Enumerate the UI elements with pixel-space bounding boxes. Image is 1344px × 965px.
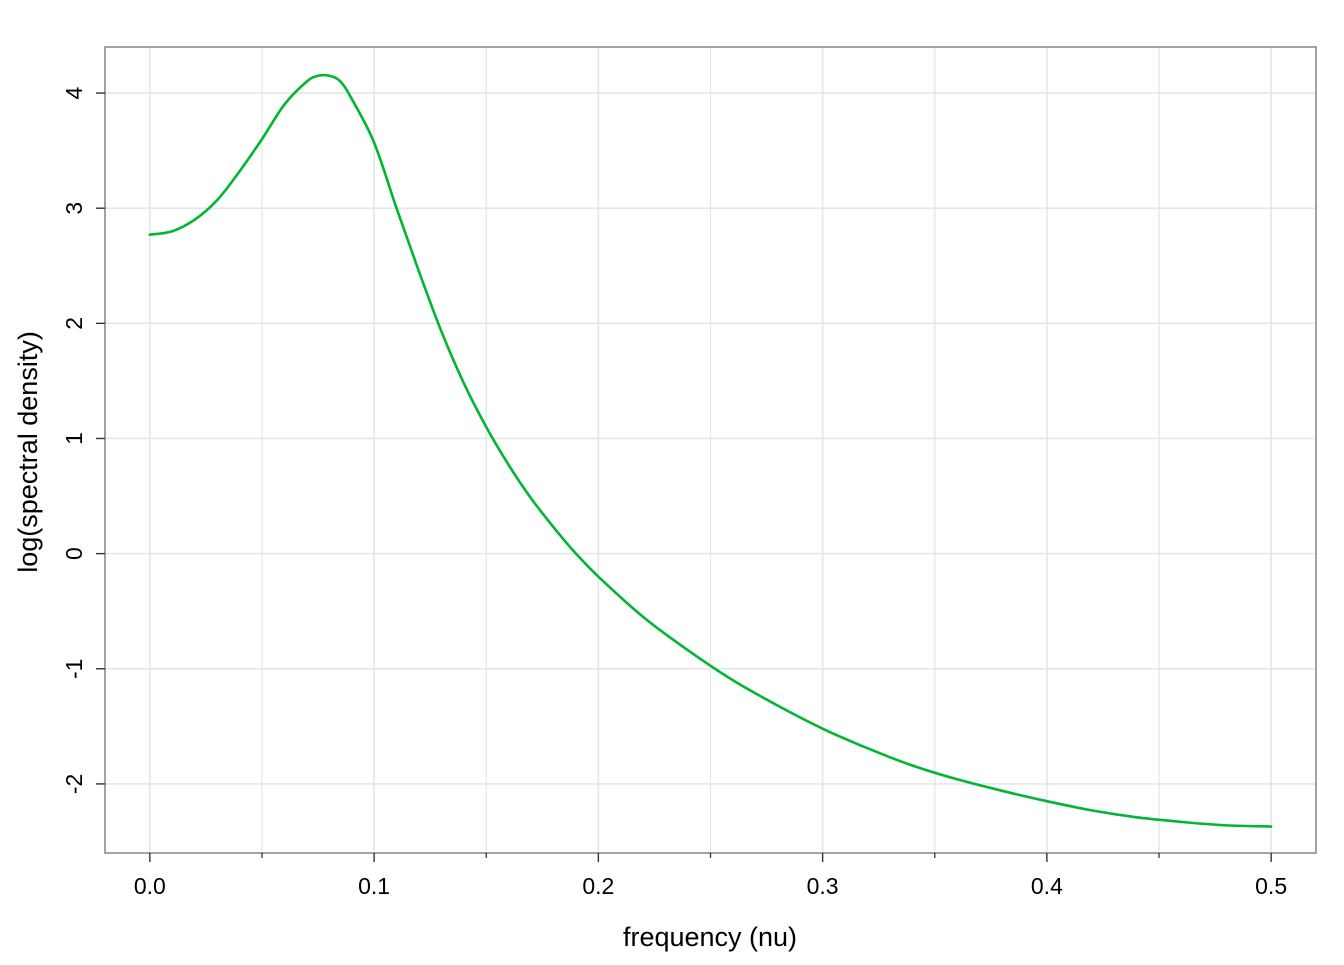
- x-tick-label: 0.5: [1255, 873, 1287, 899]
- y-tick-label: 3: [61, 202, 87, 215]
- axis-ticks: [96, 92, 1272, 862]
- tick-labels: 0.0 0.1 0.2 0.3 0.4 0.5 -2 -1 0 1 2 3 4: [61, 86, 1287, 899]
- grid-lines: [105, 47, 1316, 853]
- x-tick-label: 0.4: [1031, 873, 1063, 899]
- series-layer: [148, 73, 1273, 828]
- x-axis-title: frequency (nu): [623, 922, 797, 952]
- series-line: [148, 73, 1273, 828]
- y-tick-label: 0: [61, 547, 87, 560]
- x-tick-label: 0.2: [582, 873, 614, 899]
- y-tick-label: 2: [61, 317, 87, 330]
- y-tick-label: 1: [61, 432, 87, 445]
- y-axis-title: log(spectral density): [13, 331, 43, 573]
- x-tick-label: 0.0: [134, 873, 166, 899]
- x-tick-label: 0.1: [358, 873, 390, 899]
- y-tick-label: -2: [61, 774, 87, 794]
- x-tick-label: 0.3: [807, 873, 839, 899]
- y-tick-label: 4: [61, 86, 87, 99]
- y-tick-label: -1: [61, 659, 87, 679]
